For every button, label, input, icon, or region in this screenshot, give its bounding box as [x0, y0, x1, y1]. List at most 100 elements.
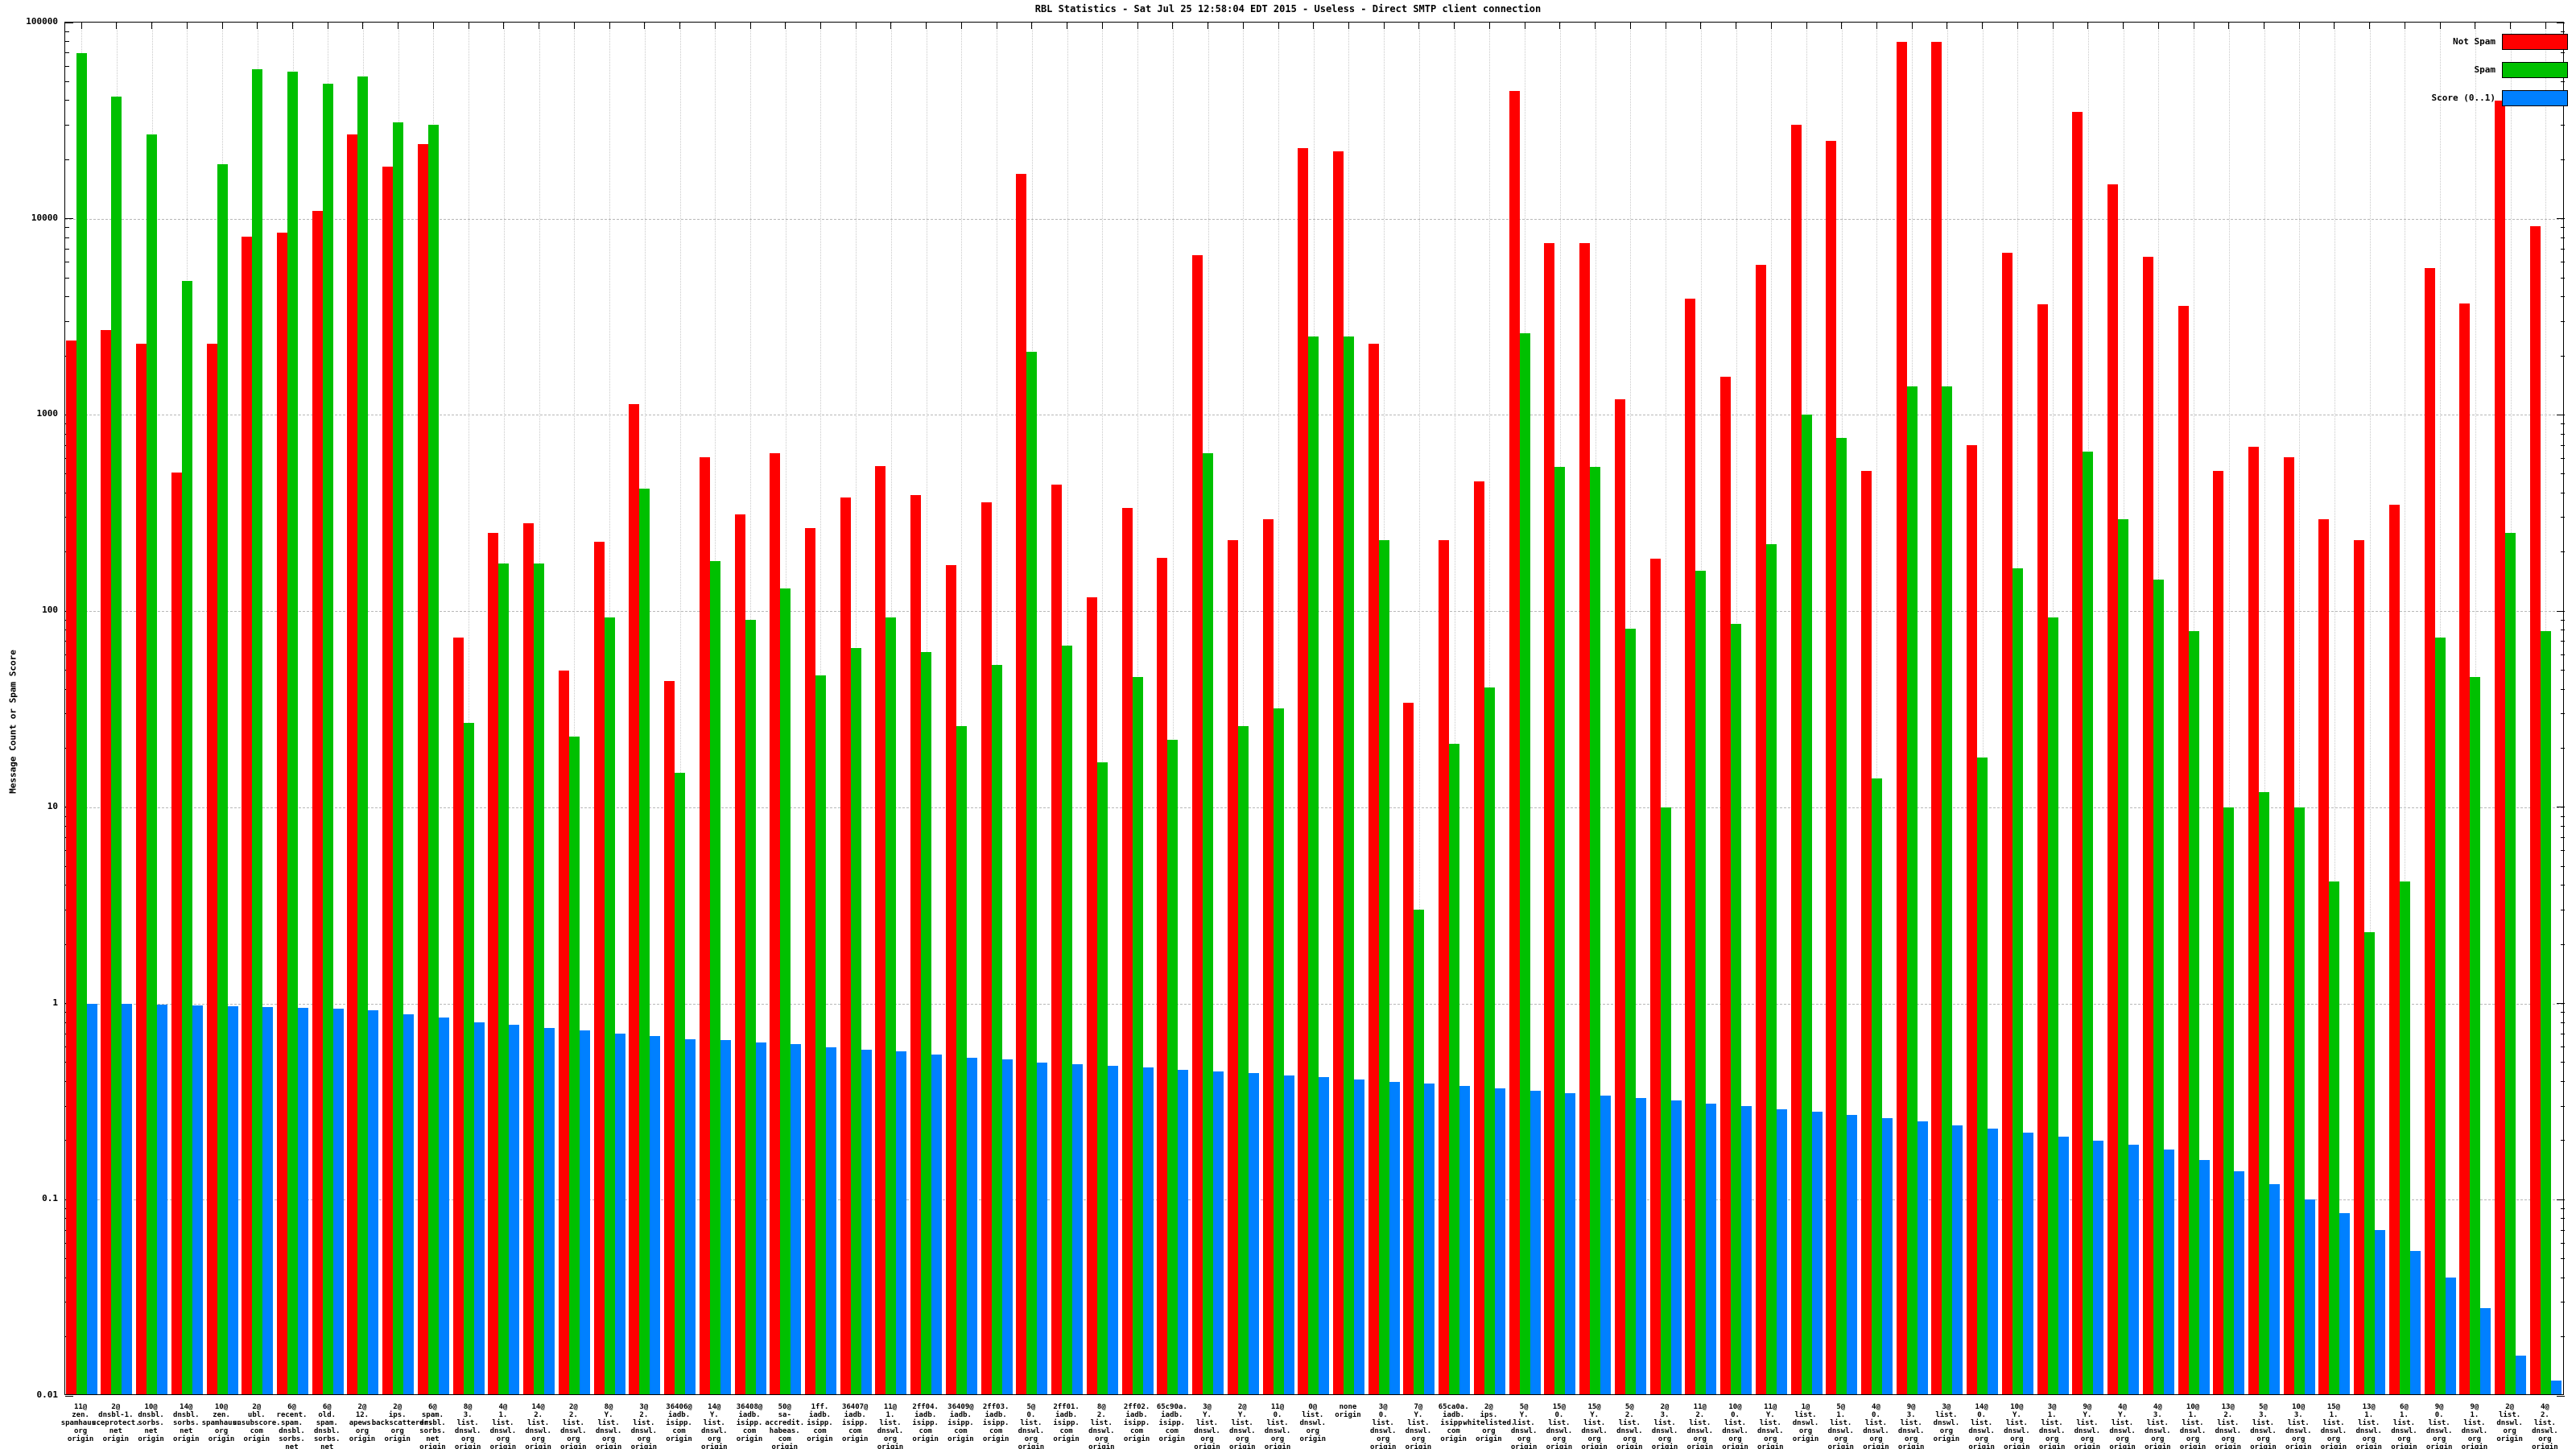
x-tick-label: 5@ Y. list. dnswl. org origin: [1510, 1403, 1538, 1449]
bar-not-spam: [1403, 703, 1414, 1394]
y-minor-tick: [2561, 1062, 2565, 1063]
bar-not-spam: [277, 232, 287, 1394]
x-tick-top: [1383, 23, 1385, 29]
bar-spam: [2259, 791, 2270, 1394]
y-minor-tick: [65, 31, 69, 32]
x-tick-top: [1348, 23, 1349, 29]
bar-spam: [780, 588, 791, 1394]
bar-spam: [921, 651, 932, 1394]
bar-spam: [1765, 543, 1777, 1394]
bar-spam: [1062, 645, 1073, 1394]
y-minor-tick: [65, 80, 69, 82]
x-tick-top: [2510, 23, 2512, 29]
bar-not-spam: [1121, 508, 1133, 1394]
bar-score: [685, 1038, 696, 1394]
bar-spam: [2012, 568, 2023, 1394]
bar-score: [2304, 1199, 2315, 1394]
bar-not-spam: [1614, 399, 1625, 1394]
bar-spam: [111, 96, 122, 1394]
x-tick-label: 4@ 1. list. dnswl. org origin: [489, 1403, 517, 1449]
x-tick-label: 2@ 3. list. dnswl. org origin: [1651, 1403, 1678, 1449]
bar-not-spam: [1509, 90, 1520, 1394]
bar-spam: [2399, 881, 2410, 1394]
legend-label: Score (0..1): [2431, 93, 2496, 103]
x-tick-label: 9@ 0. list. dnswl. org origin: [2425, 1403, 2453, 1449]
bar-score: [1389, 1081, 1400, 1394]
bar-spam: [2118, 518, 2129, 1394]
y-major-tick: [65, 218, 73, 220]
bar-score: [2269, 1183, 2281, 1394]
x-tick-label: 3@ list. dnswl. org origin: [1933, 1403, 1960, 1443]
bar-not-spam: [1368, 344, 1379, 1394]
x-gridline: [2228, 23, 2230, 1394]
bar-score: [2516, 1356, 2527, 1394]
bar-not-spam: [1649, 559, 1661, 1394]
y-minor-tick: [65, 65, 69, 67]
bar-score: [966, 1057, 977, 1394]
x-tick-top: [785, 23, 786, 29]
bar-score: [1283, 1075, 1294, 1394]
x-tick-top: [1911, 23, 1913, 29]
x-tick-label: 6@ recent. spam. dnsbl. sorbs. net origi…: [276, 1403, 308, 1449]
x-tick-top: [1313, 23, 1315, 29]
y-tick-label: 100000: [26, 16, 58, 27]
x-tick-label: 4@ 0. list. dnswl. org origin: [1863, 1403, 1889, 1449]
bar-score: [1213, 1071, 1224, 1394]
bar-not-spam: [1332, 151, 1344, 1394]
y-minor-tick: [2561, 433, 2565, 435]
x-tick-top: [1806, 23, 1807, 29]
bar-score: [86, 1003, 97, 1394]
bar-spam: [1590, 466, 1601, 1394]
x-tick-top: [2087, 23, 2089, 29]
y-minor-tick: [2561, 80, 2565, 82]
x-gridline: [1982, 23, 1984, 1394]
bar-not-spam: [206, 344, 217, 1394]
bar-spam: [1977, 757, 1988, 1394]
bar-spam: [1554, 466, 1566, 1394]
y-major-tick: [2557, 1199, 2565, 1200]
x-tick-top: [573, 23, 575, 29]
bar-score: [1917, 1121, 1928, 1394]
bar-not-spam: [1157, 557, 1168, 1394]
bar-score: [1494, 1088, 1505, 1394]
y-minor-tick: [2561, 31, 2565, 32]
x-tick-label: 36409@ iadb. isipp. com origin: [947, 1403, 974, 1443]
bar-not-spam: [312, 210, 323, 1394]
bar-spam: [322, 83, 333, 1394]
x-tick-top: [2439, 23, 2441, 29]
y-minor-tick: [2561, 1022, 2565, 1023]
x-gridline: [1172, 23, 1174, 1394]
bar-spam: [1343, 336, 1354, 1394]
bar-spam: [2505, 533, 2516, 1394]
x-tick-label: 4@ Y. list. dnswl. org origin: [2109, 1403, 2136, 1449]
bar-not-spam: [910, 495, 922, 1394]
y-minor-tick: [2561, 865, 2565, 867]
bar-spam: [393, 122, 404, 1394]
x-gridline: [574, 23, 576, 1394]
x-tick-top: [714, 23, 716, 29]
x-tick-top: [116, 23, 118, 29]
x-tick-top: [1418, 23, 1420, 29]
x-tick-top: [2017, 23, 2018, 29]
bar-spam: [568, 736, 580, 1394]
y-minor-tick: [2561, 551, 2565, 553]
y-minor-tick: [2561, 124, 2565, 126]
bar-spam: [2540, 631, 2551, 1394]
x-tick-top: [292, 23, 293, 29]
x-tick-label: 9@ 3. list. dnswl. org origin: [1897, 1403, 1925, 1449]
bar-not-spam: [840, 497, 851, 1394]
x-tick-top: [749, 23, 751, 29]
bar-not-spam: [1192, 255, 1203, 1394]
x-tick-label: 4@ 2. list. dnswl. org origin: [2532, 1403, 2558, 1449]
y-minor-tick: [2561, 296, 2565, 298]
bar-score: [1072, 1064, 1084, 1394]
bar-score: [579, 1030, 590, 1394]
bar-spam: [1871, 778, 1882, 1394]
bar-score: [1881, 1118, 1893, 1394]
x-gridline: [1102, 23, 1104, 1394]
bar-score: [2480, 1308, 2491, 1394]
x-tick-top: [362, 23, 364, 29]
y-tick-label: 0.01: [36, 1389, 59, 1400]
bar-spam: [2223, 807, 2235, 1394]
